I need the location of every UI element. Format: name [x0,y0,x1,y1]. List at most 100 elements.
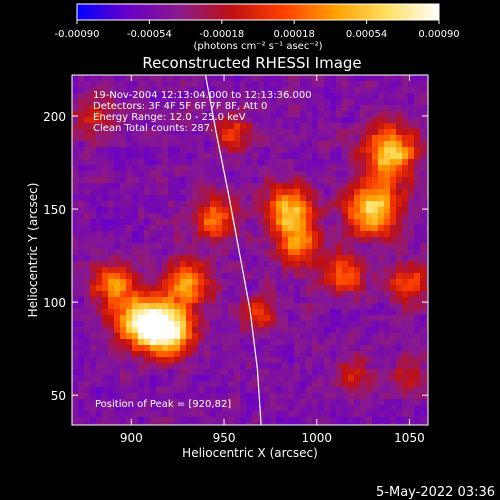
heatmap-cell [186,249,193,256]
heatmap-cell [252,357,259,364]
heatmap-cell [360,261,367,268]
heatmap-cell [150,327,157,334]
heatmap-cell [252,213,259,220]
heatmap-cell [354,213,361,220]
heatmap-cell [378,219,385,226]
heatmap-cell [96,357,103,364]
heatmap-cell [126,141,133,148]
heatmap-cell [294,117,301,124]
heatmap-cell [132,243,139,250]
heatmap-cell [102,417,109,424]
heatmap-cell [180,93,187,100]
heatmap-cell [264,135,271,142]
heatmap-cell [324,267,331,274]
heatmap-cell [162,75,169,82]
heatmap-cell [198,117,205,124]
heatmap-cell [396,141,403,148]
heatmap-cell [402,147,409,154]
heatmap-cell [420,339,427,346]
heatmap-cell [102,135,109,142]
heatmap-cell [324,279,331,286]
heatmap-cell [144,225,151,232]
heatmap-cell [330,213,337,220]
heatmap-cell [240,99,247,106]
heatmap-cell [144,405,151,412]
heatmap-cell [384,105,391,112]
heatmap-cell [294,159,301,166]
heatmap-cell [186,99,193,106]
heatmap-cell [300,381,307,388]
heatmap-cell [372,267,379,274]
heatmap-cell [402,237,409,244]
heatmap-cell [330,375,337,382]
annotation-total-counts: Clean Total counts: 287. [93,123,213,134]
heatmap-cell [294,267,301,274]
heatmap-cell [198,141,205,148]
heatmap-cell [132,87,139,94]
heatmap-cell [138,195,145,202]
heatmap-cell [204,165,211,172]
heatmap-cell [240,231,247,238]
heatmap-cell [306,405,313,412]
heatmap-cell [84,207,91,214]
heatmap-cell [192,81,199,88]
heatmap-cell [108,75,115,82]
heatmap-cell [84,273,91,280]
heatmap-cell [114,183,121,190]
heatmap-cell [408,183,415,190]
heatmap-cell [90,207,97,214]
heatmap-cell [216,255,223,262]
heatmap-cell [306,201,313,208]
heatmap-cell [102,111,109,118]
heatmap-cell [156,267,163,274]
heatmap-cell [252,117,259,124]
heatmap-cell [156,93,163,100]
heatmap-cell [78,75,85,82]
heatmap-cell [192,297,199,304]
heatmap-cell [408,291,415,298]
heatmap-cell [126,75,133,82]
heatmap-cell [336,333,343,340]
heatmap-cell [426,171,428,178]
heatmap-cell [114,255,121,262]
heatmap-cell [390,81,397,88]
heatmap-cell [264,75,271,82]
heatmap-cell [186,81,193,88]
heatmap-cell [192,411,199,418]
heatmap-cell [420,117,427,124]
heatmap-cell [396,99,403,106]
heatmap-cell [186,351,193,358]
heatmap-cell [186,261,193,268]
heatmap-cell [144,189,151,196]
heatmap-cell [288,381,295,388]
heatmap-cell [132,333,139,340]
heatmap-cell [192,147,199,154]
heatmap-cell [312,165,319,172]
heatmap-cell [84,327,91,334]
heatmap-cell [312,243,319,250]
heatmap-cell [156,75,163,82]
heatmap-cell [348,309,355,316]
heatmap-cell [276,135,283,142]
heatmap-cell [312,369,319,376]
heatmap-cell [276,285,283,292]
heatmap-cell [234,165,241,172]
heatmap-cell [174,237,181,244]
heatmap-cell [228,129,235,136]
heatmap-cell [174,93,181,100]
heatmap-cell [336,399,343,406]
heatmap-cell [372,309,379,316]
heatmap-cell [84,189,91,196]
heatmap-cell [210,87,217,94]
heatmap-cell [84,387,91,394]
heatmap-cell [84,303,91,310]
heatmap-cell [168,327,175,334]
heatmap-cell [276,93,283,100]
heatmap-cell [408,117,415,124]
heatmap-cell [312,183,319,190]
heatmap-cell [162,345,169,352]
heatmap-cell [138,123,145,130]
colorbar-tick-label: -0.00090 [55,29,100,40]
heatmap-cell [72,285,79,292]
heatmap-cell [180,135,187,142]
